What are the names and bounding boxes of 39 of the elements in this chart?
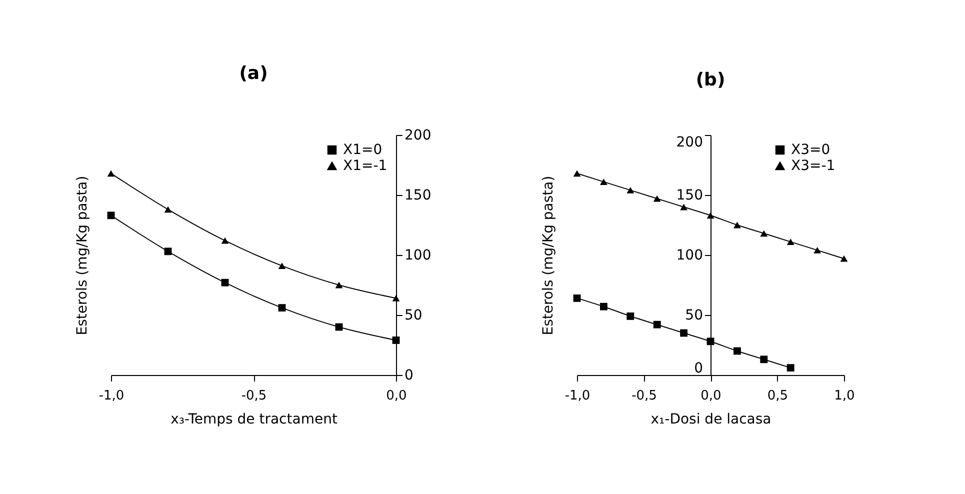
y-tick-label: 150 [404, 188, 432, 204]
x-tick-label: -0,5 [632, 388, 657, 404]
point [164, 206, 172, 213]
x-tick-label: -1,0 [98, 388, 124, 404]
x-tick-label: 1,0 [834, 388, 855, 404]
y-tick-label: 0 [404, 368, 414, 384]
x-axis-title: x₁-Dosi de lacasa [650, 412, 772, 428]
point [164, 248, 172, 256]
x-tick-label: 0,0 [386, 388, 407, 404]
y-tick-label: 100 [404, 248, 432, 264]
x-tick-label: -0,5 [241, 388, 267, 404]
x-tick-label: 0,0 [700, 388, 722, 404]
y-tick-label: 50 [685, 308, 703, 324]
x-axis-title: x₃-Temps de tractament [170, 412, 338, 428]
x-tick-label: -1,0 [564, 388, 590, 404]
legend-label: X3=0 [791, 142, 830, 158]
point [278, 304, 286, 312]
point [221, 237, 229, 244]
y-tick-label: 50 [404, 308, 422, 324]
y-tick-label: 150 [676, 188, 703, 204]
point [392, 336, 400, 344]
chart-title: (b) [696, 70, 726, 90]
y-tick-label: 200 [404, 128, 432, 144]
point [107, 170, 115, 177]
legend-label: X1=-1 [343, 158, 388, 174]
point [335, 282, 343, 288]
x-tick-label: 0,5 [767, 388, 788, 404]
legend-label: X1=0 [343, 142, 382, 158]
y-tick-label: 200 [676, 134, 703, 150]
y-axis-title: Esterols (mg/Kg pasta) [74, 176, 90, 336]
point [221, 278, 229, 286]
y-tick-label: 0 [694, 360, 703, 376]
chart-title: (a) [239, 63, 268, 84]
point [278, 262, 286, 270]
point [107, 212, 115, 220]
y-axis-title: Esterols (mg/Kg pasta) [540, 176, 556, 336]
legend-label: X3=-1 [791, 158, 836, 174]
y-tick-label: 100 [676, 248, 703, 264]
point [392, 294, 400, 302]
